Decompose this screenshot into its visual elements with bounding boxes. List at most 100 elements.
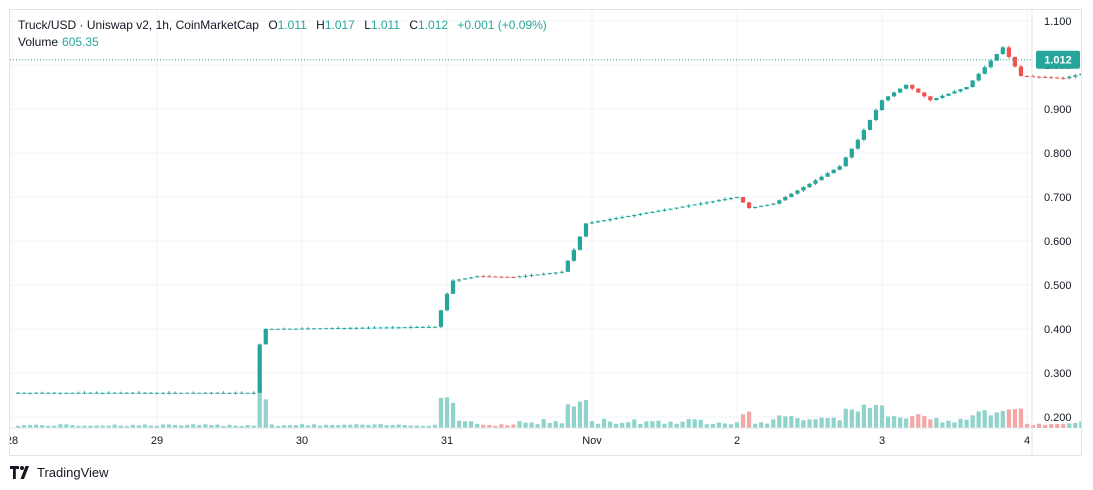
volume-bar [233, 425, 238, 428]
candle-body [740, 197, 746, 203]
symbol-title[interactable]: Truck/USD · Uniswap v2, 1h, CoinMarketCa… [18, 18, 259, 32]
volume-bar [275, 425, 280, 428]
candle-body [753, 206, 758, 208]
candle-body [771, 203, 776, 205]
candle-body [1049, 77, 1054, 79]
candle-body [728, 198, 734, 200]
candle-body [608, 219, 613, 221]
volume-bar [305, 425, 311, 428]
candle-body [958, 89, 963, 92]
candle-body [293, 328, 299, 330]
change-value: +0.001 (+0.09%) [457, 18, 547, 32]
candle-body [348, 327, 353, 329]
candle-body [922, 92, 927, 97]
volume-bar [1030, 424, 1036, 428]
volume-bar [336, 425, 341, 428]
volume-bar [378, 424, 383, 428]
candle-body [130, 392, 135, 394]
volume-bar [632, 419, 637, 428]
volume-bar [1024, 423, 1030, 428]
candle-body [402, 327, 407, 329]
volume-bar [674, 423, 679, 428]
volume-bar [571, 406, 576, 428]
volume-bar [58, 424, 63, 428]
candle-body [94, 392, 99, 394]
x-axis-ticks[interactable]: 28 29 30 31 Nov 2 3 4 [10, 435, 1030, 447]
candle-body [76, 392, 81, 394]
candle-body [668, 208, 673, 210]
candle-body [801, 187, 806, 191]
candle-body [547, 273, 552, 275]
volume-bar [179, 425, 184, 428]
volume-bar [384, 425, 389, 428]
candle-body [867, 120, 873, 130]
candle-body [765, 204, 770, 206]
volume-bar [251, 425, 256, 428]
candle-body [505, 276, 510, 278]
volume-bar [746, 411, 752, 428]
volume-bar [958, 418, 963, 428]
candle-body [759, 205, 764, 207]
volume-bar [626, 422, 631, 428]
volume-bar [191, 424, 196, 428]
volume-legend[interactable]: Volume 605.35 [18, 35, 99, 49]
volume-bar [771, 419, 776, 428]
candle-body [1006, 47, 1011, 57]
chart-frame[interactable]: 0.200 0.300 0.400 0.500 0.600 0.700 0.800 0.900… [9, 9, 1082, 456]
volume-bar [565, 404, 570, 428]
volume-bar [765, 423, 770, 428]
volume-bar [589, 421, 595, 428]
volume-bar [287, 425, 293, 428]
volume-bar [849, 409, 854, 428]
open-value: 1.011 [277, 18, 307, 32]
candle-body [82, 392, 87, 394]
volume-bar [831, 417, 836, 428]
candlestick-chart[interactable]: 0.200 0.300 0.400 0.500 0.600 0.700 0.800 0.900… [10, 10, 1082, 456]
candle-body [142, 392, 148, 394]
volume-bar [324, 424, 329, 428]
volume-bar [753, 423, 758, 428]
volume-bar [505, 425, 510, 428]
candle-body [88, 392, 93, 394]
candle-body [251, 392, 256, 394]
candle-body [873, 110, 879, 120]
candle-body [1000, 47, 1005, 54]
volume-bar [21, 425, 27, 428]
x-tick-label: Nov [582, 435, 602, 447]
candle-body [475, 276, 480, 278]
volume-bar [891, 416, 897, 428]
tradingview-footer[interactable]: TradingView [10, 463, 109, 481]
candle-body [354, 327, 359, 329]
volume-bar [40, 425, 45, 428]
volume-bar [946, 420, 951, 428]
y-tick-label: 0.900 [1044, 104, 1072, 116]
volume-bar [1079, 421, 1081, 428]
x-tick-label: 3 [879, 435, 885, 447]
high-value: 1.017 [324, 18, 355, 32]
volume-bar [686, 419, 691, 428]
candle-body [275, 328, 280, 330]
volume-bar [837, 420, 842, 428]
candle-body [837, 166, 842, 170]
volume-bar [934, 418, 939, 428]
candle-body [831, 169, 836, 174]
volume-bar [124, 425, 129, 428]
volume-bar [438, 397, 444, 428]
candle-body [1079, 73, 1081, 76]
volume-bar [70, 425, 75, 428]
symbol-legend[interactable]: Truck/USD · Uniswap v2, 1h, CoinMarketCa… [18, 17, 547, 34]
volume-label: Volume [18, 35, 59, 49]
volume-bar [1006, 409, 1011, 428]
volume-bar [873, 405, 879, 428]
volume-bar [807, 419, 812, 428]
candle-body [372, 327, 377, 329]
volume-bar [281, 425, 286, 428]
candle-body [58, 392, 63, 394]
volume-bar [28, 424, 33, 428]
candle-body [1043, 76, 1048, 78]
volume-bar [716, 422, 721, 428]
volume-bar [493, 425, 498, 428]
candle-body [269, 328, 274, 330]
candle-body [64, 392, 69, 394]
volume-bar [130, 424, 135, 428]
